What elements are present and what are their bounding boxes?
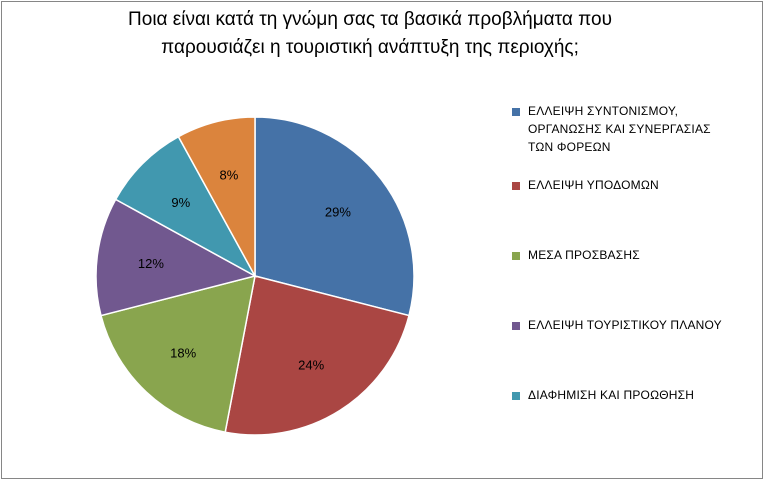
pie-data-label-6: 8% [220,167,239,182]
pie-data-label-4: 12% [138,256,164,271]
pie-slice-2 [224,275,410,436]
legend-label-line: ΔΙΑΦΗΜΙΣΗ ΚΑΙ ΠΡΟΩΘΗΣΗ [528,388,695,402]
legend-label: ΔΙΑΦΗΜΙΣΗ ΚΑΙ ΠΡΟΩΘΗΣΗ [528,386,753,404]
legend-label-line: ΕΛΛΕΙΨΗ ΥΠΟΔΟΜΩΝ [528,178,659,192]
pie-data-label-3: 18% [170,346,196,361]
legend-label: ΕΛΛΕΙΨΗ ΥΠΟΔΟΜΩΝ [528,176,753,194]
chart-title-line-1: Ποια είναι κατά τη γνώμη σας τα βασικά π… [128,9,612,30]
pie-slice-6 [177,116,256,277]
pie-slice-1 [254,116,415,317]
pie-data-label-5: 9% [171,195,190,210]
legend-swatch [512,392,520,400]
legend-swatch [512,182,520,190]
legend-swatch [512,108,520,116]
legend-swatch [512,322,520,330]
legend-label-line: ΕΛΛΕΙΨΗ ΤΟΥΡΙΣΤΙΚΟΥ ΠΛΑΝΟΥ [528,318,722,332]
legend-swatch [512,252,520,260]
legend-label-line: ΜΕΣΑ ΠΡΟΣΒΑΣΗΣ [528,248,640,262]
pie-slice-3 [100,274,256,434]
chart-title-line-2: παρουσιάζει η τουριστική ανάπτυξη της πε… [161,37,579,58]
legend-label: ΜΕΣΑ ΠΡΟΣΒΑΣΗΣ [528,246,753,264]
legend-label-line: ΤΩΝ ΦΟΡΕΩΝ [528,140,611,154]
pie-data-label-2: 24% [298,358,324,373]
legend-label: ΕΛΛΕΙΨΗ ΤΟΥΡΙΣΤΙΚΟΥ ΠΛΑΝΟΥ [528,316,753,334]
pie-slice-4 [95,198,258,317]
pie-slice-5 [114,135,257,278]
chart-title: Ποια είναι κατά τη γνώμη σας τα βασικά π… [40,6,700,62]
pie-data-label-1: 29% [325,205,351,220]
legend-label: ΕΛΛΕΙΨΗ ΣΥΝΤΟΝΙΣΜΟΥ, ΟΡΓΑΝΩΣΗΣ ΚΑΙ ΣΥΝΕΡΓ… [528,102,753,156]
legend-label-line: ΕΛΛΕΙΨΗ ΣΥΝΤΟΝΙΣΜΟΥ, [528,104,679,118]
legend-label-line: ΟΡΓΑΝΩΣΗΣ ΚΑΙ ΣΥΝΕΡΓΑΣΙΑΣ [528,122,711,136]
